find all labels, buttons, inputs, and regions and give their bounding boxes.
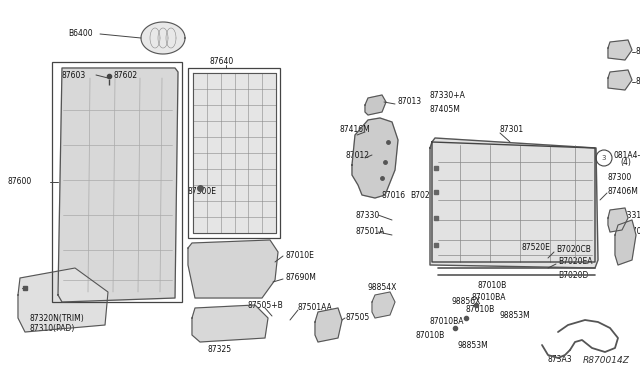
Text: 87602: 87602 — [113, 71, 137, 80]
Polygon shape — [608, 70, 632, 90]
Text: 87010B: 87010B — [478, 280, 508, 289]
Text: 98853M: 98853M — [458, 340, 489, 350]
Text: 87331N: 87331N — [618, 211, 640, 219]
Text: B7020EA: B7020EA — [558, 257, 593, 266]
Bar — [52, 62, 182, 302]
Polygon shape — [192, 305, 268, 342]
Text: 87300E: 87300E — [188, 187, 217, 196]
Text: 87016: 87016 — [382, 190, 406, 199]
Text: 87013: 87013 — [398, 97, 422, 106]
Text: 98854X: 98854X — [368, 283, 397, 292]
Text: 87320N(TRIM): 87320N(TRIM) — [30, 314, 84, 323]
Text: 8750BM: 8750BM — [635, 77, 640, 87]
Text: 87501A: 87501A — [355, 228, 385, 237]
Text: R870014Z: R870014Z — [583, 356, 630, 365]
Text: 87010E: 87010E — [285, 250, 314, 260]
Text: 87520E: 87520E — [522, 244, 551, 253]
Text: 87505+B: 87505+B — [248, 301, 284, 310]
Text: B7020D: B7020D — [410, 190, 440, 199]
Text: (4): (4) — [620, 158, 631, 167]
Polygon shape — [193, 73, 276, 233]
Text: 98856X: 98856X — [452, 298, 481, 307]
Polygon shape — [352, 118, 398, 198]
Text: 98853M: 98853M — [500, 311, 531, 320]
Text: 87012: 87012 — [345, 151, 369, 160]
Text: 87690M: 87690M — [285, 273, 316, 282]
Text: 3: 3 — [602, 155, 606, 161]
Text: 87301: 87301 — [500, 125, 524, 135]
Polygon shape — [608, 208, 628, 232]
Polygon shape — [315, 308, 342, 342]
Text: 87501AA: 87501AA — [298, 304, 333, 312]
Text: 87010B: 87010B — [415, 330, 444, 340]
Text: 87416M: 87416M — [340, 125, 371, 135]
Text: 87505: 87505 — [345, 314, 369, 323]
Polygon shape — [365, 95, 386, 115]
Text: 87509P: 87509P — [635, 48, 640, 57]
Polygon shape — [430, 138, 598, 268]
Polygon shape — [372, 292, 395, 318]
Text: B7020D: B7020D — [558, 272, 588, 280]
Text: 87330+A: 87330+A — [430, 90, 466, 99]
Text: 87019: 87019 — [628, 228, 640, 237]
Polygon shape — [18, 268, 108, 332]
Text: 87405M: 87405M — [430, 106, 461, 115]
Text: B7020CB: B7020CB — [556, 246, 591, 254]
Text: 87010BA: 87010BA — [430, 317, 465, 327]
Bar — [188, 68, 280, 238]
Text: 87640: 87640 — [210, 58, 234, 67]
Text: 873A3: 873A3 — [548, 356, 573, 365]
Polygon shape — [188, 240, 278, 298]
Text: B6400: B6400 — [68, 29, 93, 38]
Text: 87330: 87330 — [355, 211, 380, 219]
Polygon shape — [608, 40, 632, 60]
Text: 87406M: 87406M — [608, 187, 639, 196]
Text: 87325: 87325 — [208, 346, 232, 355]
Text: 87600: 87600 — [8, 177, 32, 186]
Text: 87010BA: 87010BA — [472, 294, 506, 302]
Text: 081A4-0201A: 081A4-0201A — [614, 151, 640, 160]
Text: 87300: 87300 — [608, 173, 632, 183]
Text: 87603: 87603 — [62, 71, 86, 80]
Text: 87310(PAD): 87310(PAD) — [30, 324, 76, 333]
Polygon shape — [58, 68, 178, 302]
Text: 87010B: 87010B — [466, 305, 495, 314]
Polygon shape — [141, 22, 185, 54]
Polygon shape — [615, 220, 636, 265]
